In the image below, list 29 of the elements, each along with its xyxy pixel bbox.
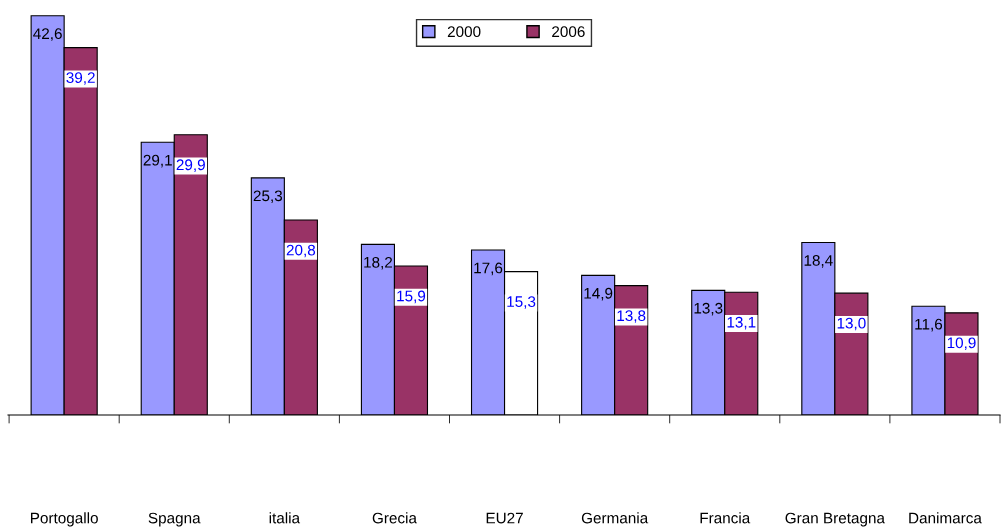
x-tick-label: Portogallo: [31, 512, 98, 527]
x-tick-label: Francia: [700, 512, 751, 524]
data-label: 15,3: [507, 296, 536, 309]
data-label: 14,9: [584, 287, 613, 301]
data-label: 20,8: [286, 244, 316, 258]
x-tick-label: Germania: [581, 512, 649, 524]
x-tick-label: EU27: [486, 512, 523, 524]
x-tick-label: Spagna: [148, 512, 201, 527]
data-label: 13,8: [617, 310, 646, 323]
data-label: 25,3: [253, 190, 283, 203]
data-label: 42,6: [33, 28, 62, 41]
x-tick-label: Gran Bretagna: [785, 512, 885, 527]
x-tick-label: Grecia: [372, 512, 417, 524]
data-label: 29,1: [143, 154, 172, 168]
data-label: 13,0: [837, 317, 866, 331]
x-tick-label: Danimarca: [909, 512, 982, 524]
legend-label: 2006: [552, 26, 585, 38]
data-label: 13,3: [694, 302, 723, 316]
data-label: 39,2: [66, 72, 95, 85]
data-label: 17,6: [474, 262, 503, 276]
data-label: 13,1: [727, 316, 756, 330]
data-label: 10,9: [947, 337, 976, 351]
data-label: 18,2: [364, 256, 393, 270]
data-label: 11,6: [915, 318, 943, 332]
data-label: 15,9: [397, 290, 426, 304]
legend-label: 2000: [447, 26, 481, 38]
x-tick-label: italia: [269, 512, 301, 524]
data-label: 29,9: [176, 159, 205, 172]
data-label: 18,4: [804, 255, 833, 268]
